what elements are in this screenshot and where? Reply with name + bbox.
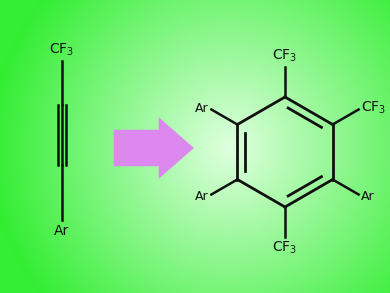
Circle shape	[54, 0, 390, 293]
Text: Ar: Ar	[195, 190, 209, 202]
Circle shape	[166, 84, 294, 212]
Circle shape	[46, 0, 390, 293]
Circle shape	[26, 0, 390, 293]
Circle shape	[210, 128, 250, 168]
Circle shape	[158, 76, 302, 220]
Circle shape	[162, 80, 298, 216]
Circle shape	[98, 16, 362, 280]
Circle shape	[118, 36, 342, 260]
Circle shape	[154, 72, 306, 224]
Circle shape	[146, 64, 314, 232]
Circle shape	[58, 0, 390, 293]
Circle shape	[218, 136, 242, 160]
Circle shape	[126, 44, 334, 252]
Circle shape	[106, 24, 354, 272]
Circle shape	[130, 48, 330, 248]
Circle shape	[214, 132, 246, 164]
Circle shape	[50, 0, 390, 293]
Text: CF$_3$: CF$_3$	[361, 100, 386, 116]
Circle shape	[42, 0, 390, 293]
Circle shape	[30, 0, 390, 293]
Circle shape	[74, 0, 386, 293]
Circle shape	[6, 0, 390, 293]
Circle shape	[22, 0, 390, 293]
Circle shape	[134, 52, 326, 244]
Circle shape	[170, 88, 290, 208]
Circle shape	[114, 32, 346, 264]
Circle shape	[14, 0, 390, 293]
Text: CF$_3$: CF$_3$	[272, 240, 298, 256]
Circle shape	[190, 108, 270, 188]
Circle shape	[70, 0, 390, 293]
Circle shape	[182, 100, 278, 196]
Text: Ar: Ar	[195, 101, 209, 115]
Circle shape	[82, 0, 378, 293]
Circle shape	[18, 0, 390, 293]
Circle shape	[94, 12, 366, 284]
Circle shape	[90, 8, 370, 288]
Circle shape	[202, 120, 258, 176]
Circle shape	[142, 60, 318, 236]
Circle shape	[206, 124, 254, 172]
FancyArrow shape	[115, 120, 192, 176]
Text: Ar: Ar	[361, 190, 375, 202]
Circle shape	[66, 0, 390, 293]
Circle shape	[194, 112, 266, 184]
Circle shape	[174, 92, 286, 204]
Text: CF$_3$: CF$_3$	[272, 47, 298, 64]
Circle shape	[62, 0, 390, 293]
Circle shape	[226, 144, 234, 152]
Circle shape	[122, 40, 338, 256]
Circle shape	[222, 140, 238, 156]
Text: CF$_3$: CF$_3$	[50, 42, 74, 58]
Circle shape	[34, 0, 390, 293]
Circle shape	[110, 28, 350, 268]
Circle shape	[38, 0, 390, 293]
Circle shape	[198, 116, 262, 180]
Circle shape	[10, 0, 390, 293]
Circle shape	[102, 20, 358, 276]
Circle shape	[150, 68, 310, 228]
Text: Ar: Ar	[54, 224, 70, 238]
Circle shape	[178, 96, 282, 200]
Circle shape	[138, 56, 322, 240]
Circle shape	[86, 4, 374, 292]
Circle shape	[186, 104, 274, 192]
Circle shape	[78, 0, 382, 293]
